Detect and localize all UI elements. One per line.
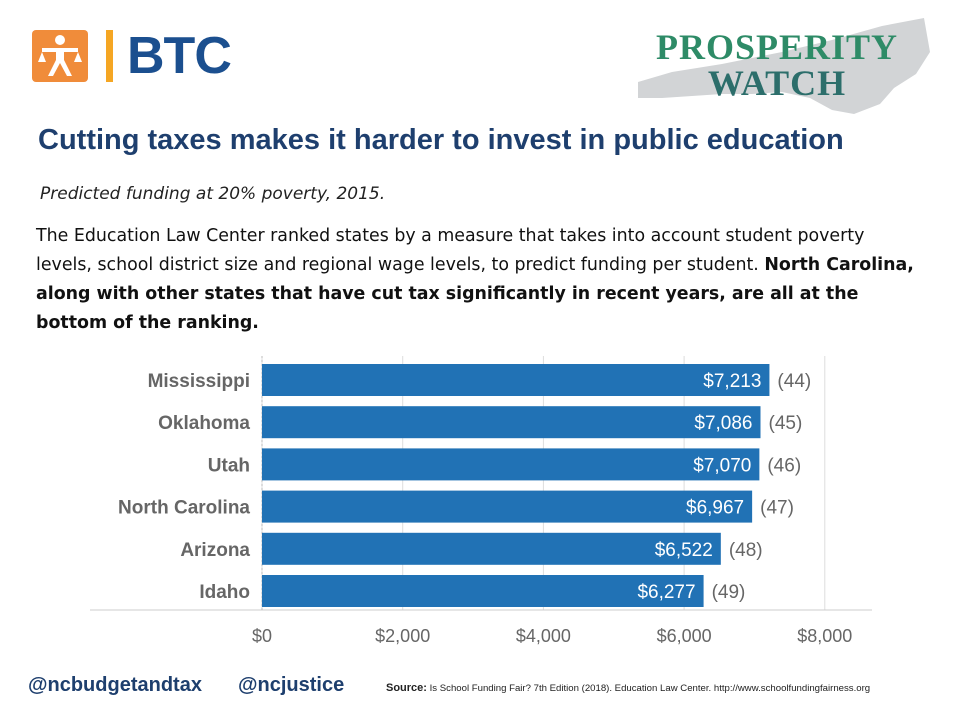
btc-figure-icon — [32, 30, 88, 82]
rank-label-0: (44) — [777, 371, 811, 392]
x-tick-label-0: $0 — [252, 626, 272, 646]
logo-line-2: WATCH — [707, 63, 847, 103]
value-label-2: $7,070 — [693, 455, 751, 476]
source-text: Is School Funding Fair? 7th Edition (201… — [426, 683, 871, 694]
value-label-3: $6,967 — [686, 498, 744, 519]
twitter-handle-justice[interactable]: @ncjustice — [238, 674, 345, 696]
category-label-5: Idaho — [199, 582, 250, 603]
logo-line-1: PROSPERITY — [655, 27, 899, 67]
nc-map-shape — [638, 18, 930, 114]
rank-label-3: (47) — [760, 498, 794, 519]
source-citation: Source: Is School Funding Fair? 7th Edit… — [386, 682, 870, 694]
bar-0 — [262, 364, 770, 396]
rank-label-5: (49) — [712, 582, 746, 603]
bar-5 — [262, 575, 704, 607]
page-title: Cutting taxes makes it harder to invest … — [38, 124, 844, 156]
category-label-4: Arizona — [180, 540, 250, 561]
description-bold: North Carolina, along with other states … — [36, 255, 914, 333]
bar-1 — [262, 406, 761, 439]
value-label-5: $6,277 — [637, 582, 695, 603]
bar-3 — [262, 490, 753, 523]
category-label-2: Utah — [208, 455, 250, 476]
value-label-0: $7,213 — [703, 371, 761, 392]
twitter-handle-budget[interactable]: @ncbudgetandtax — [28, 674, 202, 696]
btc-logo: BTC — [32, 27, 232, 85]
source-label: Source: — [386, 682, 427, 694]
category-label-1: Oklahoma — [158, 413, 250, 434]
rank-label-4: (48) — [729, 540, 763, 561]
prosperity-watch-logo: PROSPERITY WATCH — [632, 12, 932, 120]
x-tick-label-1: $2,000 — [375, 626, 430, 646]
subtitle: Predicted funding at 20% poverty, 2015. — [40, 184, 386, 204]
btc-logo-text: BTC — [127, 27, 232, 85]
x-tick-label-3: $6,000 — [657, 626, 712, 646]
value-label-4: $6,522 — [655, 540, 713, 561]
description-paragraph: The Education Law Center ranked states b… — [36, 222, 916, 338]
description-plain: The Education Law Center ranked states b… — [36, 226, 865, 275]
rank-label-1: (45) — [769, 413, 803, 434]
value-label-1: $7,086 — [694, 413, 752, 434]
x-tick-label-4: $8,000 — [797, 626, 852, 646]
rank-label-2: (46) — [767, 455, 801, 476]
btc-divider-bar — [106, 30, 113, 82]
category-label-0: Mississippi — [148, 371, 250, 392]
bar-2 — [262, 448, 760, 481]
x-tick-label-2: $4,000 — [516, 626, 571, 646]
bar-4 — [262, 532, 721, 565]
category-label-3: North Carolina — [118, 498, 250, 519]
